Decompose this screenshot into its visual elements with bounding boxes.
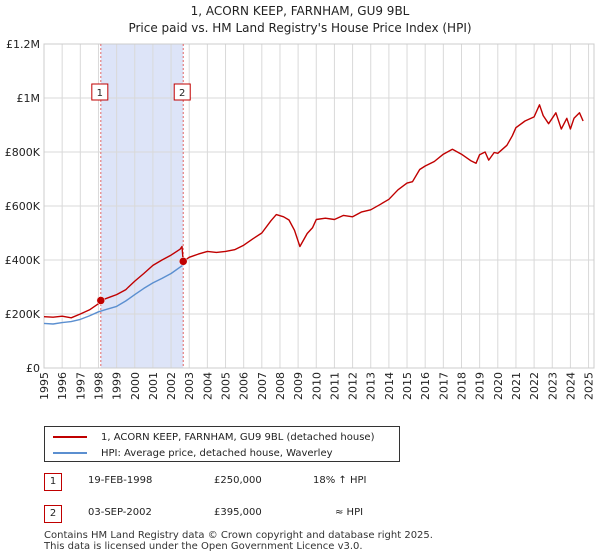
transaction-date: 19-FEB-1998	[88, 475, 153, 486]
marker-label: 2	[179, 88, 185, 99]
x-tick-label: 2015	[401, 372, 414, 400]
marker-label-box	[91, 83, 109, 101]
x-tick-label: 2007	[256, 372, 269, 400]
chart-title: 1, ACORN KEEP, FARNHAM, GU9 9BL	[191, 4, 410, 18]
x-tick-label: 2000	[129, 372, 142, 400]
x-tick-label: 1999	[111, 372, 124, 400]
x-tick-label: 2021	[510, 372, 523, 400]
plot-border	[43, 43, 595, 369]
chart-legend: 1, ACORN KEEP, FARNHAM, GU9 9BL (detache…	[44, 426, 400, 462]
marker-label-box	[173, 83, 191, 101]
x-tick-label: 2004	[201, 372, 214, 400]
x-tick-label: 2006	[238, 372, 251, 400]
legend-item-hpi: HPI: Average price, detached house, Wave…	[53, 446, 333, 460]
footer-licence: This data is licensed under the Open Gov…	[44, 541, 363, 552]
legend-item-property: 1, ACORN KEEP, FARNHAM, GU9 9BL (detache…	[53, 430, 374, 444]
x-tick-label: 2001	[147, 372, 160, 400]
legend-swatch-property	[53, 436, 87, 438]
x-tick-label: 2009	[292, 372, 305, 400]
price-chart: 1, ACORN KEEP, FARNHAM, GU9 9BL Price pa…	[5, 4, 596, 400]
y-tick-label: £1M	[17, 92, 41, 105]
x-tick-label: 2011	[328, 372, 341, 400]
y-tick-label: £600K	[5, 200, 41, 213]
footer-copyright: Contains HM Land Registry data © Crown c…	[44, 530, 433, 541]
x-tick-label: 2024	[564, 372, 577, 400]
y-tick-label: £400K	[5, 254, 41, 267]
chart-subtitle: Price paid vs. HM Land Registry's House …	[128, 21, 471, 35]
transaction-hpi-comparison: 18% ↑ HPI	[313, 475, 367, 486]
sale-point	[178, 257, 188, 266]
x-tick-label: 2012	[347, 372, 360, 400]
y-tick-label: £0	[26, 362, 40, 375]
footer-attribution: Contains HM Land Registry data © Crown c…	[44, 530, 433, 552]
legend-label-property: 1, ACORN KEEP, FARNHAM, GU9 9BL (detache…	[101, 431, 375, 443]
y-tick-label: £800K	[5, 146, 41, 159]
marker-label: 1	[97, 88, 103, 99]
x-tick-label: 2025	[583, 372, 596, 400]
x-tick-label: 2020	[492, 372, 505, 400]
x-tick-label: 2019	[474, 372, 487, 400]
x-tick-label: 1996	[56, 372, 69, 400]
x-tick-label: 2003	[183, 372, 196, 400]
transaction-hpi-comparison: ≈ HPI	[335, 507, 364, 518]
x-tick-label: 2022	[528, 372, 541, 400]
x-tick-label: 1997	[74, 372, 87, 400]
x-tick-label: 2014	[383, 372, 396, 400]
property-price-line	[43, 104, 584, 319]
transaction-number-badge: 2	[44, 505, 62, 523]
x-tick-label: 2023	[546, 372, 559, 400]
x-tick-label: 2010	[310, 372, 323, 400]
y-tick-label: £200K	[5, 308, 41, 321]
hpi-line	[43, 264, 184, 325]
x-tick-label: 1998	[92, 372, 105, 400]
x-tick-label: 2013	[365, 372, 378, 400]
transaction-price: £395,000	[214, 507, 262, 518]
x-tick-label: 2018	[455, 372, 468, 400]
transaction-price: £250,000	[214, 475, 262, 486]
x-tick-label: 2002	[165, 372, 178, 400]
x-tick-label: 2005	[220, 372, 233, 400]
x-tick-label: 2017	[437, 372, 450, 400]
transaction-date: 03-SEP-2002	[88, 507, 152, 518]
x-tick-label: 1995	[38, 372, 51, 400]
transaction-number-badge: 1	[44, 473, 62, 491]
x-tick-label: 2008	[274, 372, 287, 400]
y-tick-label: £1.2M	[6, 38, 40, 51]
sale-point	[96, 296, 106, 305]
x-tick-label: 2016	[419, 372, 432, 400]
legend-label-hpi: HPI: Average price, detached house, Wave…	[101, 447, 333, 459]
legend-swatch-hpi	[53, 452, 87, 454]
